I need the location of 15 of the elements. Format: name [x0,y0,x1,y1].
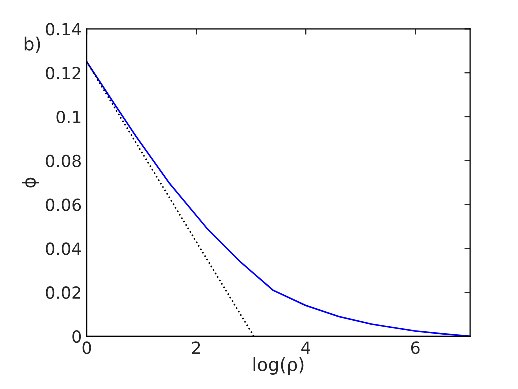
y-tick-label: 0.06 [46,198,82,212]
x-tick-label: 2 [192,342,200,354]
y-tick-label: 0.12 [46,67,80,80]
y-tick-label: 0 [72,330,82,344]
x-axis-title: log(ρ) [254,357,304,375]
x-tick-label: 4 [302,342,310,354]
x-tick-label: 6 [411,342,420,354]
y-tick-label: 0.04 [46,242,82,256]
x-tick-label: 0 [82,342,92,354]
text: b) [24,36,40,53]
y-tick-label: 0.08 [46,154,82,168]
y-tick-label: 0.1 [56,110,81,124]
y-tick-label: 0.02 [46,286,80,300]
y-axis-title: ϕ [22,178,40,188]
y-tick-label: 0.14 [46,23,82,36]
